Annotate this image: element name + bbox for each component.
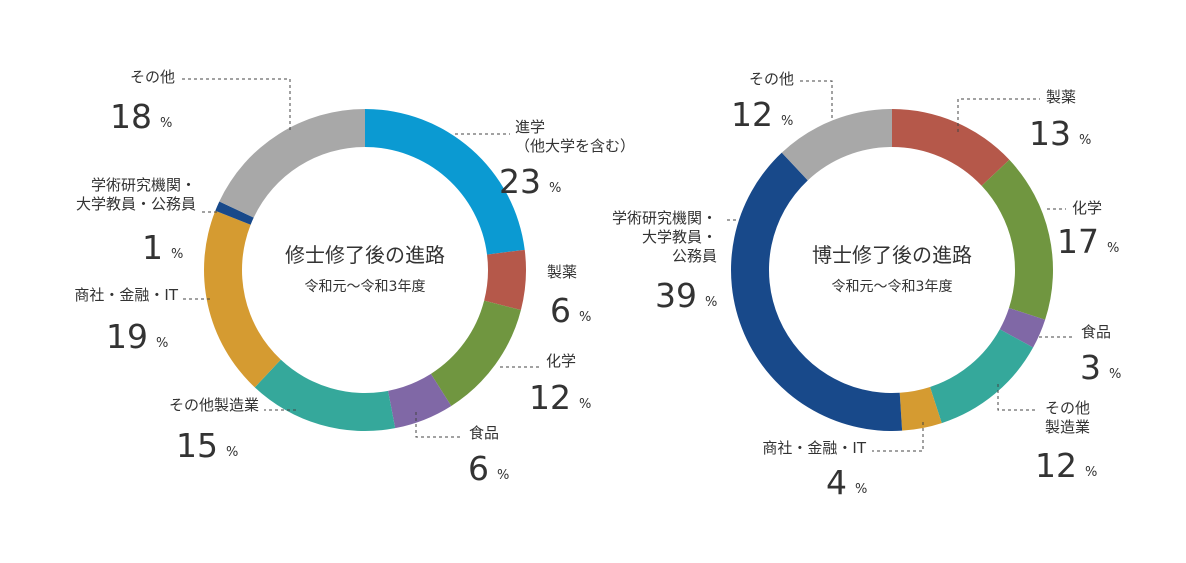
slice-unit-shingaku: % (549, 181, 561, 196)
chart-subtitle: 令和元～令和3年度 (305, 279, 426, 295)
leader-line-seiyaku (957, 98, 1040, 132)
slice-unit-shosha: % (855, 482, 867, 497)
donut-slice-seiyaku (484, 249, 526, 311)
leader-line-sonota (182, 78, 291, 130)
slice-label-gakujutsu: 大学教員・公務員 (76, 195, 196, 213)
slice-label-sonota-seizo: 製造業 (1045, 418, 1090, 436)
slice-label-kagaku: 化学 (1072, 199, 1102, 217)
slice-label-sonota-seizo: その他製造業 (169, 396, 259, 414)
leader-line-shokuhin (415, 412, 462, 438)
slice-label-shingaku: （他大学を含む） (515, 137, 635, 155)
slice-label-sonota: その他 (749, 70, 794, 88)
slice-label-kagaku: 化学 (546, 352, 576, 370)
donut-slice-kagaku (981, 159, 1053, 320)
slice-label-shokuhin: 食品 (1081, 323, 1111, 341)
slice-value-seiyaku: 13 (1029, 114, 1071, 153)
slice-unit-kagaku: % (1107, 241, 1119, 256)
slice-value-sonota-seizo: 15 (176, 426, 218, 465)
slice-label-shosha: 商社・金融・IT (762, 439, 866, 457)
slice-unit-shokuhin: % (497, 468, 509, 483)
slice-value-sonota-seizo: 12 (1035, 446, 1077, 485)
slice-value-gakujutsu: 1 (142, 228, 163, 267)
slice-label-gakujutsu: 公務員 (672, 247, 717, 265)
slice-value-sonota: 18 (110, 97, 152, 136)
donut-slice-seiyaku (892, 109, 1010, 186)
donut-slice-sonota-seizo (930, 329, 1034, 424)
donut-slice-kagaku (430, 300, 521, 406)
slice-label-gakujutsu: 学術研究機関・ (612, 209, 717, 227)
donut-slice-shosha (899, 386, 942, 431)
slice-unit-shokuhin: % (1109, 367, 1121, 382)
slice-value-shokuhin: 3 (1080, 348, 1101, 387)
chart-title: 博士修了後の進路 (812, 243, 972, 267)
slice-label-gakujutsu: 学術研究機関・ (91, 176, 196, 194)
slice-unit-shosha: % (156, 336, 168, 351)
slice-label-shosha: 商社・金融・IT (74, 286, 178, 304)
donut-slice-shingaku (365, 109, 525, 255)
slice-value-sonota: 12 (731, 95, 773, 134)
slice-label-seiyaku: 製薬 (1046, 88, 1076, 106)
leader-line-sonota (800, 80, 833, 118)
chart-subtitle: 令和元～令和3年度 (832, 279, 953, 295)
slice-unit-sonota: % (160, 116, 172, 131)
slice-label-sonota: その他 (130, 68, 175, 86)
slice-unit-seiyaku: % (1079, 133, 1091, 148)
slice-unit-gakujutsu: % (171, 247, 183, 262)
slice-unit-sonota-seizo: % (1085, 465, 1097, 480)
donut-slice-sonota (781, 109, 892, 181)
leader-line-shosha (872, 422, 924, 452)
slice-unit-sonota-seizo: % (226, 445, 238, 460)
donut-slice-sonota (219, 108, 365, 218)
slice-unit-kagaku: % (579, 397, 591, 412)
slice-unit-sonota: % (781, 114, 793, 129)
slice-label-sonota-seizo: その他 (1045, 399, 1090, 417)
slice-unit-seiyaku: % (579, 310, 591, 325)
donut-slice-gakujutsu (215, 201, 254, 225)
slice-label-seiyaku: 製薬 (547, 263, 577, 281)
slice-value-kagaku: 12 (529, 378, 571, 417)
slice-value-gakujutsu: 39 (655, 276, 697, 315)
donut-slice-shokuhin (999, 308, 1046, 348)
slice-value-kagaku: 17 (1057, 222, 1099, 261)
slice-value-shokuhin: 6 (468, 449, 489, 488)
leader-line-sonota-seizo (997, 384, 1038, 411)
slice-value-shingaku: 23 (499, 162, 541, 201)
slice-value-shosha: 4 (826, 463, 847, 502)
donut-slice-shosha (204, 210, 281, 388)
slice-label-shingaku: 進学 (515, 118, 545, 136)
slice-label-gakujutsu: 大学教員・ (642, 228, 717, 246)
slice-value-shosha: 19 (106, 317, 148, 356)
slice-label-shokuhin: 食品 (469, 424, 499, 442)
chart-title: 修士修了後の進路 (285, 243, 445, 267)
donut-slice-sonota-seizo (254, 359, 396, 432)
slice-unit-gakujutsu: % (705, 295, 717, 310)
donut-slice-shokuhin (388, 373, 452, 429)
slice-value-seiyaku: 6 (550, 291, 571, 330)
donut-slice-gakujutsu (731, 152, 903, 431)
